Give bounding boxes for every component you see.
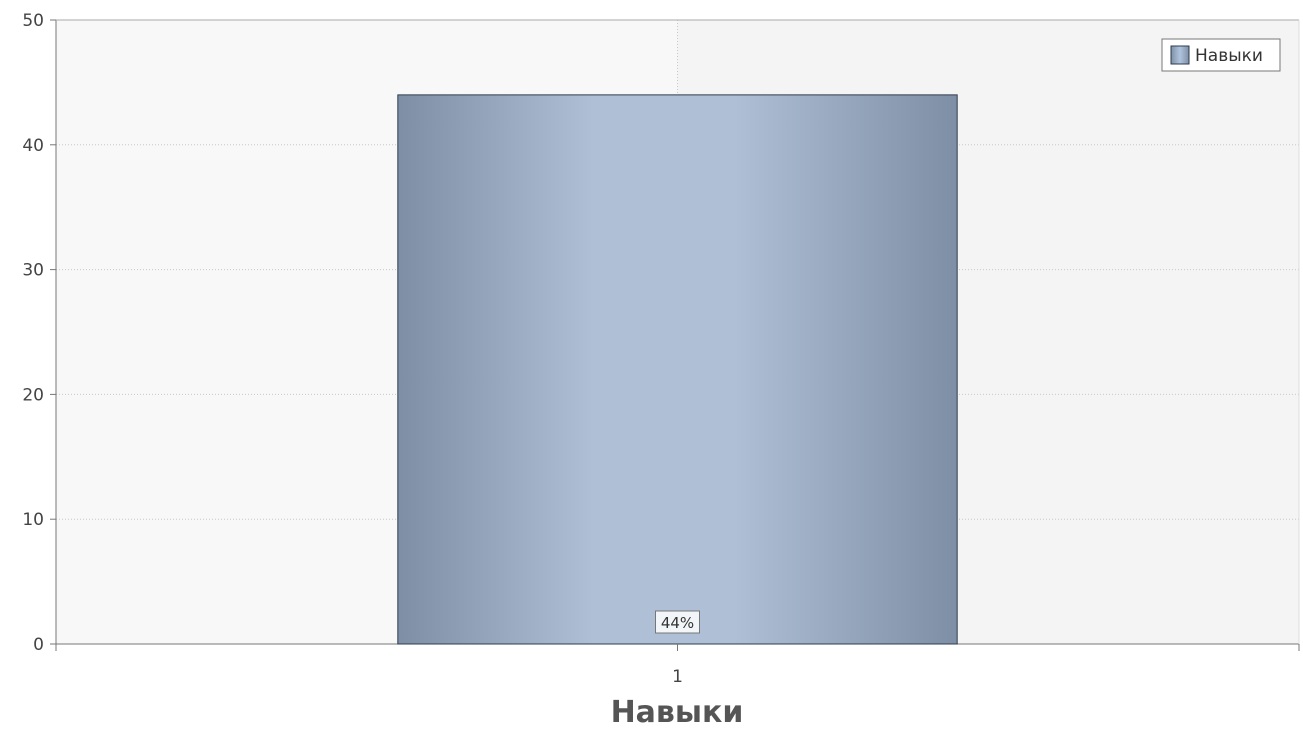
- data-labels: 44%: [655, 610, 700, 634]
- x-axis-title: Навыки: [611, 695, 744, 730]
- bars: [397, 94, 958, 645]
- y-axis-ticks: 0 10 20 30 40 50: [22, 11, 56, 655]
- x-tick-label-1: 1: [672, 667, 683, 687]
- y-tick-label-0: 0: [33, 635, 44, 655]
- y-tick-label-40: 40: [22, 136, 44, 156]
- bar-1[interactable]: [397, 94, 958, 645]
- legend-swatch: [1170, 45, 1190, 65]
- data-label-1: 44%: [661, 614, 694, 632]
- y-tick-label-10: 10: [22, 510, 44, 530]
- x-axis-ticks: 1: [55, 644, 1300, 687]
- y-tick-label-20: 20: [22, 385, 44, 405]
- legend-label: Навыки: [1195, 46, 1263, 66]
- data-label-box-1: [655, 610, 700, 634]
- legend[interactable]: Навыки: [1161, 38, 1281, 72]
- y-tick-label-30: 30: [22, 261, 44, 281]
- y-tick-label-50: 50: [22, 11, 44, 31]
